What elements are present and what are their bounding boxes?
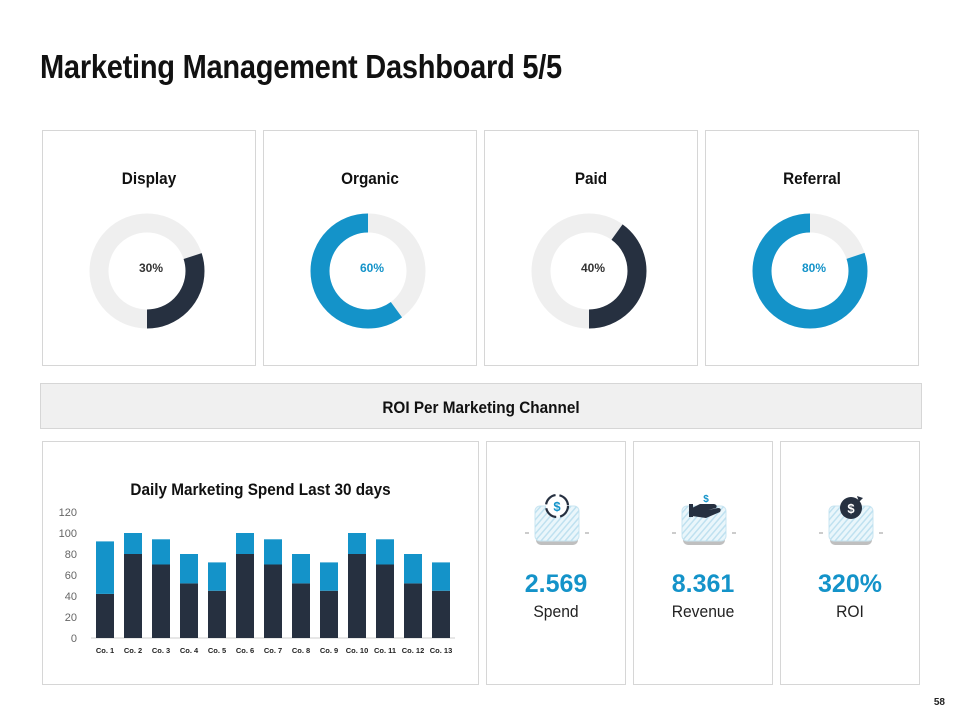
bar-segment-base: [152, 564, 170, 638]
bar-segment-top: [292, 554, 310, 584]
stacked-bar-chart: 0 20 40 60 80 100 120 Co. 1 Co. 2 Co. 3 Co. 4 Co. 5…: [59, 507, 455, 655]
bar-segment-base: [96, 593, 114, 638]
bar-segment-top: [432, 562, 450, 591]
x-tick-label: Co. 12: [402, 646, 425, 655]
bar-segment-base: [348, 554, 366, 638]
y-tick-label: 100: [59, 528, 77, 540]
bar-segment-base: [264, 564, 282, 638]
bar-segment-base: [320, 590, 338, 638]
donut-percentage: 80%: [802, 261, 826, 275]
bar-segment-base: [180, 583, 198, 638]
bar-segment-top: [404, 554, 422, 584]
bar-segment-base: [404, 583, 422, 638]
donut-percentage: 40%: [581, 261, 605, 275]
svg-text:$: $: [703, 494, 709, 505]
x-tick-label: Co. 2: [124, 646, 142, 655]
x-tick-label: Co. 9: [320, 646, 338, 655]
x-tick-label: Co. 1: [96, 646, 114, 655]
page-number: 58: [933, 697, 945, 708]
y-tick-label: 20: [65, 612, 77, 624]
y-tick-label: 40: [65, 591, 77, 603]
kpi-label: ROI: [836, 602, 864, 621]
bar-segment-base: [432, 590, 450, 638]
y-tick-label: 60: [65, 570, 77, 582]
kpi-label: Spend: [533, 602, 579, 621]
x-tick-label: Co. 10: [346, 646, 369, 655]
donut-arc: [310, 213, 426, 329]
bar-segment-top: [236, 533, 254, 554]
donut-card-display: Display 30%: [42, 130, 256, 366]
x-tick-label: Co. 4: [180, 646, 199, 655]
kpi-value: 8.361: [671, 570, 735, 598]
donut-title: Organic: [341, 169, 399, 188]
bar-segment-top: [208, 562, 226, 591]
donut-title: Display: [121, 169, 177, 188]
bar-segment-top: [320, 562, 338, 591]
bar-segment-base: [208, 590, 226, 638]
kpi-card-spend: $ 2.569 Spend: [486, 441, 626, 685]
donut-chart: 80%: [752, 213, 868, 329]
spend-chart-card: Daily Marketing Spend Last 30 days 0 20 40…: [42, 441, 479, 685]
x-tick-label: Co. 6: [236, 646, 254, 655]
donut-percentage: 30%: [139, 261, 163, 275]
x-tick-label: Co. 8: [292, 646, 310, 655]
x-tick-label: Co. 5: [208, 646, 226, 655]
dollar-refresh-icon: $: [819, 496, 883, 545]
roi-section-header: ROI Per Marketing Channel: [40, 383, 922, 429]
roi-section-title: ROI Per Marketing Channel: [382, 398, 580, 417]
chart-title: Daily Marketing Spend Last 30 days: [130, 480, 391, 499]
page-title: Marketing Management Dashboard 5/5: [40, 48, 562, 85]
bar-segment-base: [124, 554, 142, 638]
kpi-label: Revenue: [671, 602, 735, 621]
bar-segment-base: [236, 554, 254, 638]
bar-segment-base: [292, 583, 310, 638]
svg-text:$: $: [553, 499, 561, 514]
x-tick-label: Co. 7: [264, 646, 282, 655]
donut-title: Paid: [574, 169, 608, 188]
y-tick-label: 80: [65, 549, 77, 561]
hand-dollar-icon: $: [672, 494, 736, 545]
x-tick-label: Co. 3: [152, 646, 170, 655]
donut-arc: [752, 213, 868, 329]
svg-text:$: $: [847, 501, 855, 516]
bar-segment-top: [180, 554, 198, 584]
bar-segment-top: [348, 533, 366, 554]
donut-chart: 30%: [89, 213, 205, 329]
donut-card-organic: Organic 60%: [263, 130, 477, 366]
donut-arc: [89, 213, 205, 329]
donut-chart: 60%: [310, 213, 426, 329]
donut-arc: [531, 213, 647, 329]
bar-segment-base: [376, 564, 394, 638]
kpi-card-revenue: $ 8.361 Revenue: [633, 441, 773, 685]
kpi-value: 2.569: [524, 570, 588, 598]
y-tick-label: 0: [71, 633, 77, 645]
bar-segment-top: [96, 541, 114, 594]
dollar-cycle-icon: $: [525, 493, 589, 545]
y-tick-label: 120: [59, 507, 77, 519]
bar-segment-top: [152, 539, 170, 565]
bar-segment-top: [376, 539, 394, 565]
donut-chart: 40%: [531, 213, 647, 329]
donut-title: Referral: [783, 169, 841, 188]
x-tick-label: Co. 11: [374, 646, 396, 655]
bar-segment-top: [124, 533, 142, 554]
donut-card-referral: Referral 80%: [705, 130, 919, 366]
x-tick-label: Co. 13: [430, 646, 453, 655]
kpi-card-roi: $ 320% ROI: [780, 441, 920, 685]
donut-percentage: 60%: [360, 261, 384, 275]
bar-segment-top: [264, 539, 282, 565]
donut-card-paid: Paid 40%: [484, 130, 698, 366]
kpi-value: 320%: [818, 570, 882, 598]
